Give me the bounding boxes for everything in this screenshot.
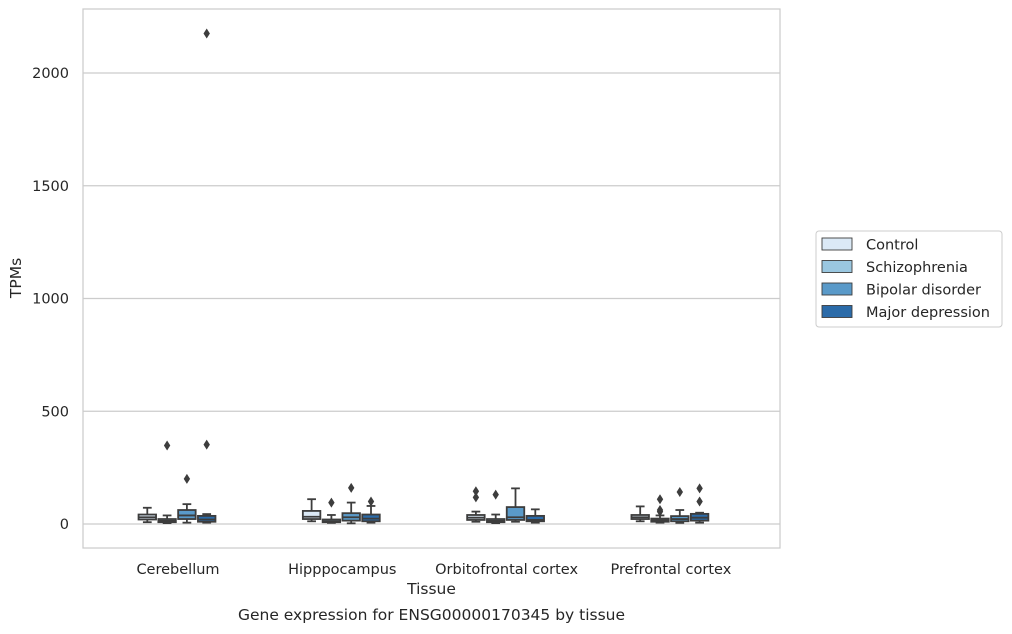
outlier-point [696, 483, 703, 494]
legend-swatch [821, 237, 853, 251]
box-major-depression-3 [689, 483, 710, 524]
y-tick-label: 2000 [32, 66, 69, 82]
outlier-point [183, 473, 191, 484]
outlier-point [163, 440, 171, 451]
outlier-point [328, 497, 335, 508]
plot-frame [82, 8, 781, 549]
box-schizophrenia-3 [650, 494, 670, 524]
legend-label: Schizophrenia [866, 260, 968, 276]
legend-swatch [821, 282, 853, 296]
outlier-point [472, 486, 480, 497]
box-schizophrenia-0 [157, 440, 177, 524]
x-tick-label: Hipppocampus [288, 562, 396, 578]
x-axis-ticks: Cerebellum Hipppocampus Orbitofrontal cort… [136, 562, 731, 578]
box-control-1 [301, 498, 322, 523]
outlier-point [676, 486, 683, 497]
outlier-point [696, 496, 703, 507]
outlier-point [656, 494, 664, 505]
y-tick-label: 500 [41, 404, 69, 420]
box-bipolar-disorder-1 [341, 482, 361, 525]
x-axis-label: Tissue [406, 580, 456, 598]
outlier-point [203, 28, 210, 39]
box-body [525, 514, 545, 523]
box-plots [137, 28, 710, 525]
outlier-point [656, 505, 664, 516]
x-tick-label: Prefrontal cortex [610, 562, 731, 578]
outlier-point [348, 482, 355, 493]
chart-caption: Gene expression for ENSG00000170345 by t… [237, 606, 626, 624]
box-body [301, 510, 322, 520]
box-bipolar-disorder-0 [177, 473, 197, 524]
box-major-depression-0 [197, 28, 217, 524]
x-tick-label: Orbitofrontal cortex [435, 562, 578, 578]
box-control-3 [630, 505, 650, 523]
legend-frame [815, 230, 1003, 328]
y-axis-label: TPMs [7, 258, 25, 299]
y-tick-label: 1000 [32, 292, 69, 308]
outlier-point [472, 492, 480, 503]
legend-swatch [821, 305, 853, 318]
legend: Control Schizophrenia Bipolar disorder Majo… [815, 230, 1003, 328]
y-axis-ticks: 0 500 1000 1500 2000 [32, 66, 69, 533]
box-bipolar-disorder-2 [505, 487, 526, 523]
box-schizophrenia-1 [321, 497, 342, 524]
outlier-point [203, 439, 210, 450]
legend-label: Control [866, 238, 918, 254]
box-major-depression-2 [525, 508, 545, 524]
legend-label: Major depression [866, 305, 990, 321]
box-control-2 [466, 486, 486, 523]
outlier-point [492, 489, 499, 500]
outlier-point [367, 496, 375, 507]
grid-lines [83, 72, 780, 525]
y-tick-label: 0 [60, 517, 69, 533]
box-bipolar-disorder-3 [670, 486, 690, 524]
box-schizophrenia-2 [486, 489, 506, 524]
legend-label: Bipolar disorder [866, 283, 981, 299]
box-control-0 [137, 506, 157, 524]
x-tick-label: Cerebellum [136, 562, 219, 578]
y-tick-label: 1500 [32, 179, 69, 195]
legend-swatch [821, 260, 853, 273]
box-major-depression-1 [361, 496, 381, 524]
box-body [177, 509, 197, 520]
